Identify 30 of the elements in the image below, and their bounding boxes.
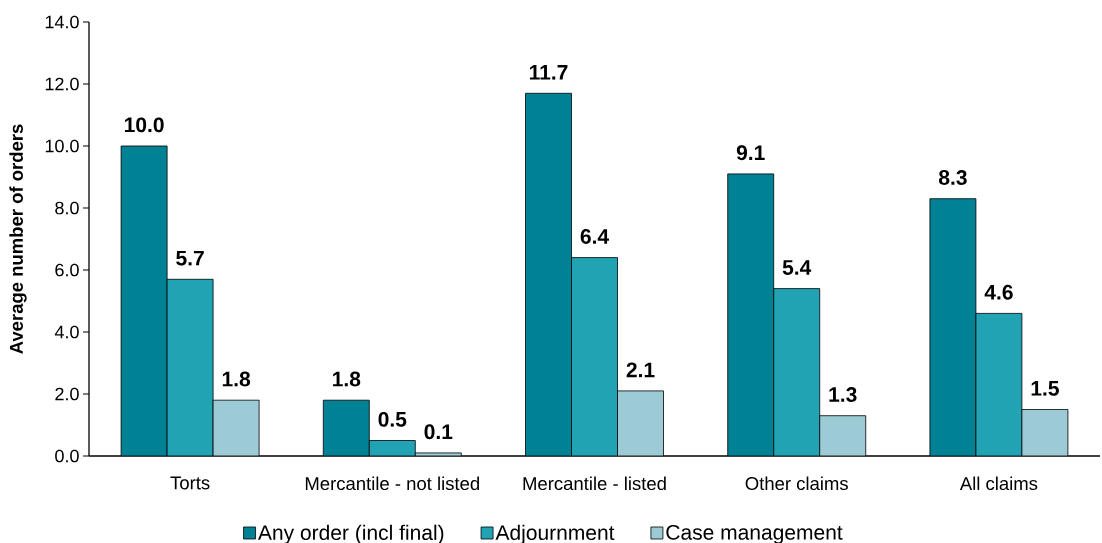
y-tick-label: 10.0 [45,139,79,153]
y-tick-label: 2.0 [55,387,79,401]
data-label: 1.8 [222,371,251,387]
x-tick-label: Mercantile - not listed [305,476,479,491]
y-tick-label: 4.0 [54,325,79,339]
data-label: 9.1 [736,145,765,161]
data-label: 11.7 [529,65,568,80]
x-tick-label: Other claims [745,476,848,491]
x-tick-label: All claims [959,476,1038,491]
data-label: 6.4 [580,229,609,244]
data-label: 2.1 [626,362,655,378]
x-tick-label: Torts [170,476,210,490]
y-tick-label: 12.0 [45,77,79,91]
data-label: 0.1 [424,424,453,440]
y-tick-label: 6.0 [55,263,79,277]
legend-label: Case management [666,524,843,543]
data-label: 0.5 [378,411,407,427]
data-label: 10.0 [124,117,164,133]
y-tick-label: 14.0 [45,15,79,29]
data-label: 1.5 [1031,381,1059,396]
data-label: 5.4 [782,260,812,275]
y-tick-label: 8.0 [55,201,79,215]
x-tick-label: Mercantile - listed [523,476,666,491]
data-label: 8.3 [938,170,967,185]
data-label: 4.6 [984,284,1013,300]
data-label: 5.7 [176,250,204,266]
data-label: 1.3 [829,387,857,402]
y-axis-title: Average number of orders [9,124,27,354]
data-label: 1.8 [333,371,361,387]
y-tick-label: 0.0 [55,449,79,463]
